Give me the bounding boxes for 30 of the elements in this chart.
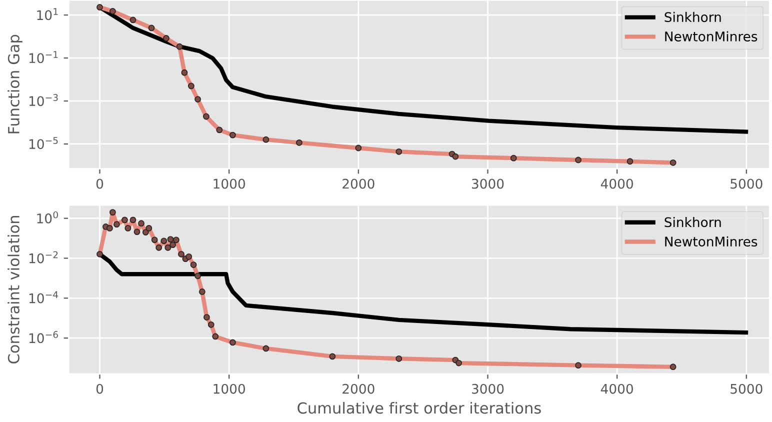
x-tick-label: 1000 bbox=[214, 178, 245, 189]
x-tick-label: 3000 bbox=[472, 178, 504, 189]
legend-label: NewtonMinres bbox=[665, 236, 758, 247]
point bbox=[96, 4, 103, 10]
x-axis-title: Cumulative first order iterations bbox=[298, 402, 541, 414]
x-tick-label: 0 bbox=[96, 384, 104, 394]
x-tick-label: 4000 bbox=[600, 384, 633, 394]
y-tick-label: 10$^{−6}$ bbox=[29, 331, 58, 344]
legend-label: NewtonMinres bbox=[665, 31, 758, 42]
x-tick-label: 4000 bbox=[600, 178, 633, 189]
y-tick-label: 10$^{1}$ bbox=[37, 8, 58, 20]
y-axis-title: Function Gap bbox=[8, 34, 22, 134]
y-tick-label: 10$^{−5}$ bbox=[29, 137, 58, 150]
legend-label: Sinkhorn bbox=[664, 216, 721, 228]
point bbox=[176, 43, 183, 50]
legend-label: Sinkhorn bbox=[664, 12, 721, 22]
y-axis-title: Constraint violation bbox=[8, 216, 20, 364]
y-tick-label: 10$^{−2}$ bbox=[29, 251, 58, 264]
y-tick-label: 10$^{−4}$ bbox=[29, 291, 58, 304]
x-tick-label: 0 bbox=[96, 178, 104, 189]
y-tick-label: 10$^{0}$ bbox=[37, 211, 58, 224]
x-tick-label: 3000 bbox=[472, 384, 504, 394]
point bbox=[96, 250, 103, 258]
y-tick-label: 10$^{−1}$ bbox=[29, 51, 58, 64]
x-tick-label: 2000 bbox=[342, 178, 374, 189]
x-tick-label: 1000 bbox=[214, 384, 245, 394]
x-tick-label: 5000 bbox=[730, 384, 762, 394]
x-tick-label: 2000 bbox=[342, 384, 374, 394]
y-tick-label: 10$^{−3}$ bbox=[29, 94, 58, 106]
x-tick-label: 5000 bbox=[730, 178, 762, 189]
